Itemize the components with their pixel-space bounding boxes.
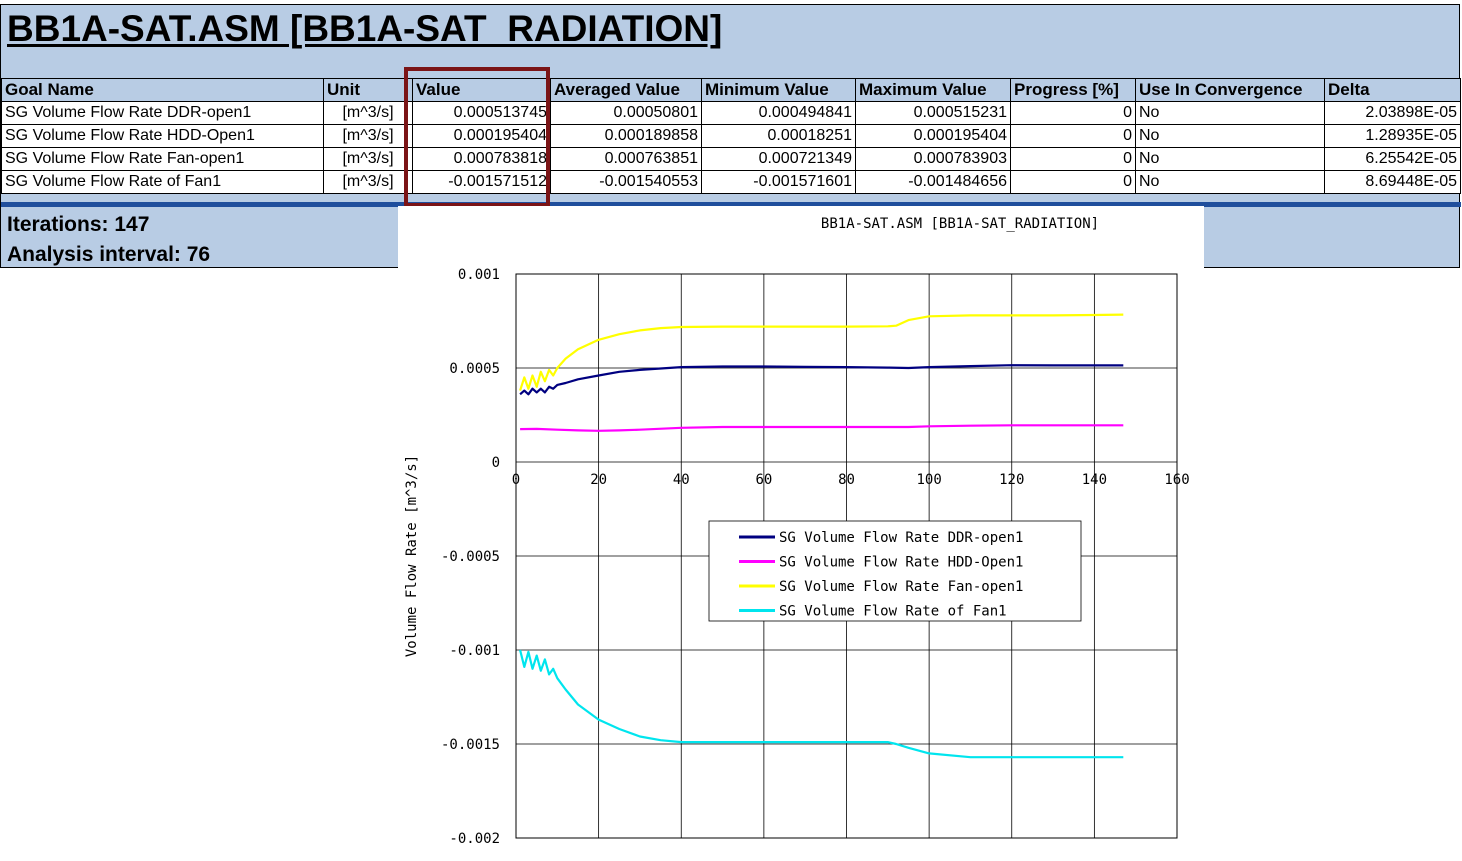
table-header-row: Goal Name Unit Value Averaged Value Mini… (1, 78, 1461, 102)
value-cell: -0.001571512 (412, 170, 551, 194)
value-column-highlight (404, 67, 550, 207)
x-tick-label: 20 (590, 472, 607, 488)
use-in-convergence-cell: No (1135, 147, 1325, 171)
delta-cell: 8.69448E-05 (1324, 170, 1461, 194)
column-header-maximum-value: Maximum Value (855, 78, 1011, 102)
maximum-value-cell: 0.000195404 (855, 124, 1011, 148)
y-axis-label: Volume Flow Rate [m^3/s] (404, 455, 420, 657)
y-tick-label: -0.0015 (441, 737, 500, 753)
averaged-value-cell: 0.000189858 (550, 124, 702, 148)
chart-tick-labels: 0 20 40 60 80 100 120 140 160 0.001 0.0005 0 -0.0005… (441, 267, 1190, 847)
chart-legend: SG Volume Flow Rate DDR-open1 SG Volume F… (708, 520, 1082, 622)
progress-cell: 0 (1010, 147, 1136, 171)
column-header-goal-name: Goal Name (1, 78, 324, 102)
x-tick-label: 60 (755, 472, 772, 488)
averaged-value-cell: -0.001540553 (550, 170, 702, 194)
delta-cell: 2.03898E-05 (1324, 101, 1461, 125)
minimum-value-cell: 0.000721349 (701, 147, 856, 171)
maximum-value-cell: 0.000515231 (855, 101, 1011, 125)
legend-entry: SG Volume Flow Rate of Fan1 (779, 604, 1007, 620)
averaged-value-cell: 0.00050801 (550, 101, 702, 125)
column-header-delta: Delta (1324, 78, 1461, 102)
maximum-value-cell: 0.000783903 (855, 147, 1011, 171)
goal-name-cell: SG Volume Flow Rate Fan-open1 (1, 147, 324, 171)
goals-table: Goal Name Unit Value Averaged Value Mini… (1, 78, 1461, 194)
unit-cell: [m^3/s] (323, 101, 413, 125)
y-tick-label: -0.002 (449, 831, 500, 847)
minimum-value-cell: -0.001571601 (701, 170, 856, 194)
legend-entry: SG Volume Flow Rate DDR-open1 (779, 530, 1023, 546)
chart-series (519, 313, 1124, 759)
progress-cell: 0 (1010, 101, 1136, 125)
x-tick-label: 80 (838, 472, 855, 488)
series-line-2 (520, 424, 1124, 432)
legend-entry: SG Volume Flow Rate HDD-Open1 (779, 555, 1023, 571)
series-line-4 (519, 649, 1124, 759)
series-line-1 (519, 364, 1124, 396)
x-tick-label: 160 (1164, 472, 1189, 488)
y-tick-label: 0.0005 (449, 361, 500, 377)
unit-cell: [m^3/s] (323, 124, 413, 148)
x-tick-label: 100 (916, 472, 941, 488)
maximum-value-cell: -0.001484656 (855, 170, 1011, 194)
column-header-progress: Progress [%] (1010, 78, 1136, 102)
value-cell: 0.000195404 (412, 124, 551, 148)
line-chart: BB1A-SAT.ASM [BB1A-SAT_RADIATION] Volume… (404, 216, 1190, 847)
x-tick-label: 120 (999, 472, 1024, 488)
table-row: SG Volume Flow Rate of Fan1 [m^3/s] -0.0… (1, 170, 1461, 194)
column-header-averaged-value: Averaged Value (550, 78, 702, 102)
x-tick-label: 0 (512, 472, 520, 488)
use-in-convergence-cell: No (1135, 170, 1325, 194)
table-bottom-rule (1, 202, 1461, 207)
averaged-value-cell: 0.000763851 (550, 147, 702, 171)
value-cell: 0.000783818 (412, 147, 551, 171)
table-row: SG Volume Flow Rate DDR-open1 [m^3/s] 0.… (1, 101, 1461, 125)
chart-title: BB1A-SAT.ASM [BB1A-SAT_RADIATION] (821, 216, 1099, 232)
value-cell: 0.000513745 (412, 101, 551, 125)
y-tick-label: -0.0005 (441, 549, 500, 565)
minimum-value-cell: 0.000494841 (701, 101, 856, 125)
analysis-interval-label: Analysis interval: 76 (7, 243, 211, 266)
iterations-label: Iterations: 147 (7, 213, 150, 236)
page-title: BB1A-SAT.ASM [BB1A-SAT_RADIATION] (7, 8, 723, 49)
series-line-3 (519, 313, 1124, 391)
chart-container: BB1A-SAT.ASM [BB1A-SAT_RADIATION] Volume… (398, 206, 1204, 856)
progress-cell: 0 (1010, 124, 1136, 148)
x-tick-label: 40 (673, 472, 690, 488)
unit-cell: [m^3/s] (323, 147, 413, 171)
y-tick-label: 0 (492, 455, 500, 471)
y-tick-label: 0.001 (458, 267, 500, 283)
table-row: SG Volume Flow Rate Fan-open1 [m^3/s] 0.… (1, 147, 1461, 171)
legend-entry: SG Volume Flow Rate Fan-open1 (779, 579, 1023, 595)
delta-cell: 6.25542E-05 (1324, 147, 1461, 171)
column-header-use-in-convergence: Use In Convergence (1135, 78, 1325, 102)
goal-name-cell: SG Volume Flow Rate of Fan1 (1, 170, 324, 194)
progress-cell: 0 (1010, 170, 1136, 194)
column-header-minimum-value: Minimum Value (701, 78, 856, 102)
goal-name-cell: SG Volume Flow Rate HDD-Open1 (1, 124, 324, 148)
x-tick-label: 140 (1082, 472, 1107, 488)
column-header-unit: Unit (323, 78, 413, 102)
unit-cell: [m^3/s] (323, 170, 413, 194)
delta-cell: 1.28935E-05 (1324, 124, 1461, 148)
table-row: SG Volume Flow Rate HDD-Open1 [m^3/s] 0.… (1, 124, 1461, 148)
use-in-convergence-cell: No (1135, 124, 1325, 148)
use-in-convergence-cell: No (1135, 101, 1325, 125)
column-header-value: Value (412, 78, 551, 102)
goal-name-cell: SG Volume Flow Rate DDR-open1 (1, 101, 324, 125)
y-tick-label: -0.001 (449, 643, 500, 659)
summary-panel: BB1A-SAT.ASM [BB1A-SAT_RADIATION] Goal N… (0, 4, 1461, 268)
minimum-value-cell: 0.00018251 (701, 124, 856, 148)
